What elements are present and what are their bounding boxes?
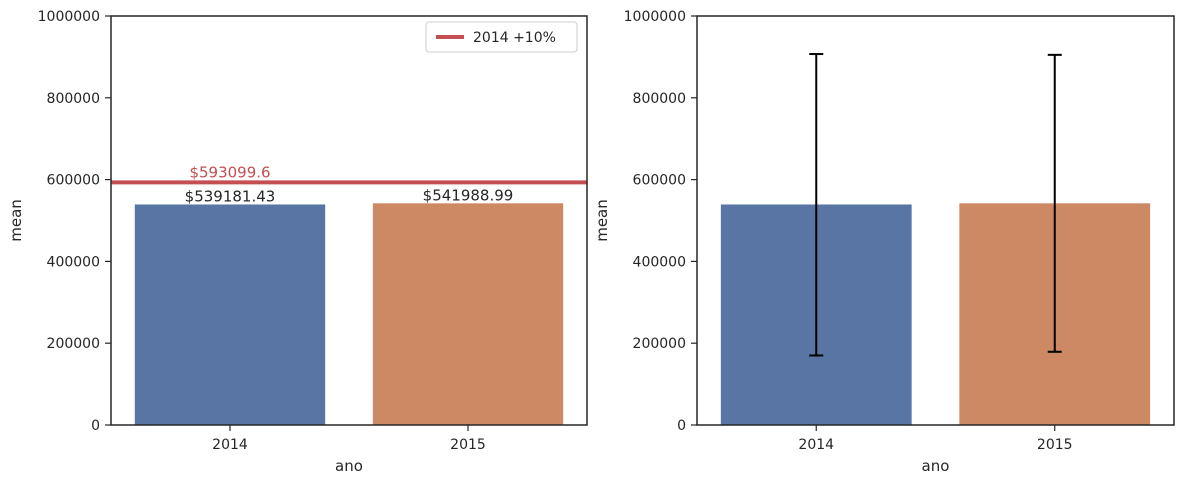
plot-frame (110, 15, 588, 426)
y-tick-label: 0 (677, 418, 686, 434)
reference-line-label: $593099.6 (189, 163, 270, 181)
y-tick-label: 800000 (47, 91, 100, 107)
bar-2015 (372, 203, 564, 425)
chart-panel-2: 0 200000 400000 600000 800000 1000000 2014 2015… (593, 9, 1175, 475)
chart-panel-1: $539181.43 $541988.99 $593099.6 2014 +10% 0 2… (7, 9, 588, 475)
x-axis-label: ano (335, 457, 363, 475)
y-tick-label: 600000 (633, 173, 686, 189)
x-axis-label: ano (922, 457, 950, 475)
y-tick-label: 0 (91, 418, 100, 434)
x-tick-label-2014: 2014 (798, 437, 834, 453)
legend-label: 2014 +10% (473, 30, 556, 46)
bar-2014 (134, 204, 326, 425)
y-tick-label: 1000000 (38, 9, 100, 25)
value-label-2014: $539181.43 (185, 187, 276, 205)
y-tick-label: 1000000 (624, 9, 686, 25)
y-tick-label: 200000 (633, 336, 686, 352)
value-label-2015: $541988.99 (423, 186, 514, 204)
x-tick-label-2014: 2014 (212, 437, 248, 453)
x-tick-label-2015: 2015 (450, 437, 486, 453)
y-axis-label: mean (7, 199, 25, 242)
y-tick-label: 200000 (47, 336, 100, 352)
y-axis-label: mean (593, 199, 611, 242)
legend-box (425, 21, 578, 53)
x-tick-label-2015: 2015 (1037, 437, 1073, 453)
y-tick-label: 800000 (633, 91, 686, 107)
y-tick-label: 400000 (633, 254, 686, 270)
y-tick-label: 600000 (47, 173, 100, 189)
y-tick-label: 400000 (47, 254, 100, 270)
plot-frame (696, 15, 1175, 426)
